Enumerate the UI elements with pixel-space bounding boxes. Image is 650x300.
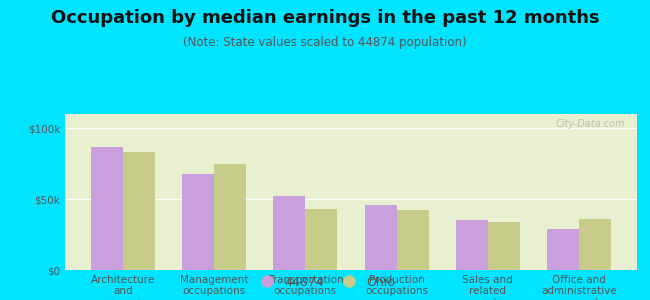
Bar <box>547 229 579 270</box>
Bar <box>274 196 305 270</box>
Bar <box>579 219 611 270</box>
Bar <box>306 209 337 270</box>
Bar <box>365 205 396 270</box>
Bar <box>396 210 428 270</box>
Bar <box>182 174 214 270</box>
Text: (Note: State values scaled to 44874 population): (Note: State values scaled to 44874 popu… <box>183 36 467 49</box>
Bar <box>91 147 123 270</box>
Bar <box>456 220 488 270</box>
Text: City-Data.com: City-Data.com <box>556 119 625 129</box>
Bar <box>488 222 520 270</box>
Legend: 44874, Ohio: 44874, Ohio <box>250 271 400 294</box>
Text: Occupation by median earnings in the past 12 months: Occupation by median earnings in the pas… <box>51 9 599 27</box>
Bar <box>123 152 155 270</box>
Bar <box>214 164 246 270</box>
